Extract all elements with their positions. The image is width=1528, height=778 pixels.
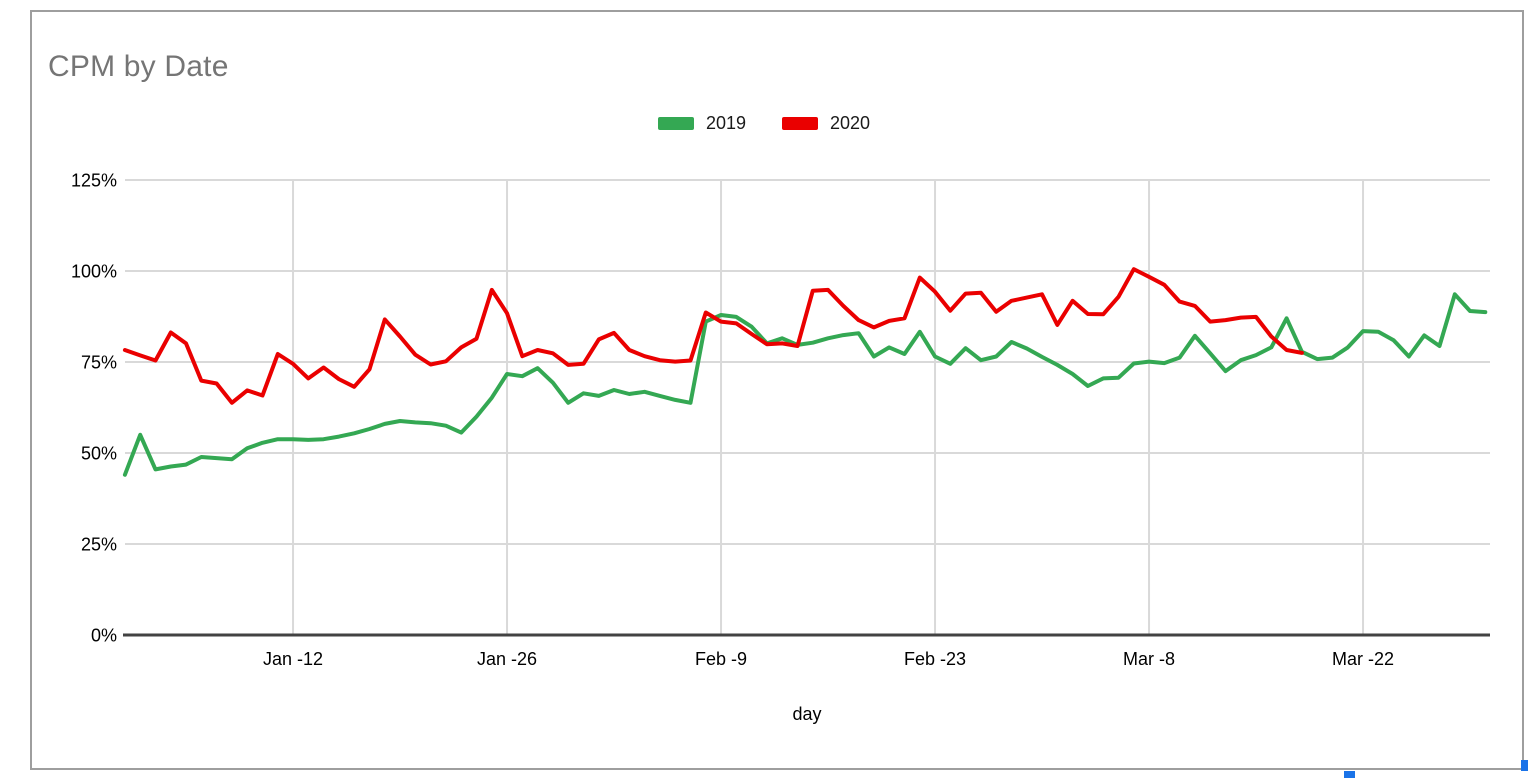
chart-card[interactable] [30,10,1524,770]
chart-resize-handle-bottom[interactable] [1344,771,1355,778]
y-tick-label: 125% [71,171,117,191]
chart-line-2020 [122,267,1304,405]
legend-swatch-2019 [657,117,694,130]
legend-label-2019: 2019 [705,113,746,133]
x-tick-label: Jan -26 [477,649,537,669]
legend-label-2020: 2020 [830,113,871,133]
chart-resize-handle-right[interactable] [1521,760,1528,771]
x-tick-label: Mar -22 [1332,649,1394,669]
legend-swatch-2020 [782,117,818,130]
y-tick-label: 100% [71,262,117,282]
y-tick-label: 75% [81,353,117,373]
y-tick-label: 25% [81,535,117,555]
x-tick-label: Mar -8 [1123,649,1175,669]
chart-legend: 2019 2020 [0,113,1528,134]
chart-line-2019 [122,292,1488,477]
x-axis-title: day [792,704,822,724]
x-tick-label: Jan -12 [263,649,323,669]
legend-item-2019[interactable]: 2019 [657,113,746,134]
y-tick-label: 50% [81,444,117,464]
x-tick-label: Feb -9 [695,649,747,669]
chart-title: CPM by Date [48,50,229,83]
x-tick-label: Feb -23 [904,649,966,669]
legend-item-2020[interactable]: 2020 [782,113,870,134]
y-tick-label: 0% [91,626,117,646]
